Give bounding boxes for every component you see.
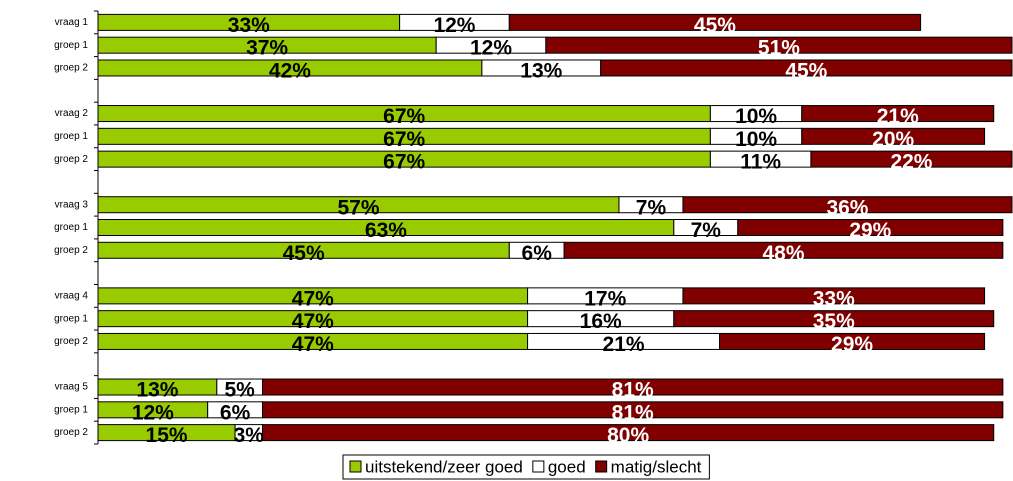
category-label: groep 2 [54,63,88,74]
data-label: 57% [337,196,379,219]
data-label: 36% [826,196,868,219]
bar-segment [810,150,1013,168]
category-label: groep 1 [54,313,88,324]
data-label: 5% [224,379,255,402]
data-label: 17% [584,287,626,310]
data-label: 10% [735,128,777,151]
category-label: groep 1 [54,222,88,233]
bar-segment [600,59,1013,77]
bar-segment [262,378,1004,396]
bar-segment [673,310,995,328]
category-label: groep 1 [54,404,88,415]
bar-segment [545,36,1013,54]
data-label: 33% [813,287,855,310]
data-label: 47% [292,287,334,310]
data-label: 16% [580,310,622,333]
data-label: 29% [849,219,891,242]
category-label: vraag 2 [55,108,89,119]
category-label: groep 1 [54,131,88,142]
legend-swatch [532,460,545,473]
data-label: 80% [607,424,649,447]
data-label: 33% [228,14,270,37]
bar-segment [719,332,986,350]
bar-segment [262,401,1004,419]
legend-label: uitstekend/zeer goed [365,457,523,476]
data-label: 12% [433,14,475,37]
legend-swatch [595,460,608,473]
data-label: 67% [383,151,425,174]
category-label: vraag 4 [55,291,89,302]
bar-segment [508,13,922,31]
data-label: 21% [603,333,645,356]
data-label: 37% [246,37,288,60]
data-label: 22% [890,151,932,174]
data-label: 10% [735,105,777,128]
category-label: groep 2 [54,154,88,165]
data-label: 67% [383,105,425,128]
bar-segment [563,241,1004,259]
data-label: 47% [292,310,334,333]
data-label: 6% [220,401,251,424]
bar-segment [801,127,986,145]
data-label: 21% [877,105,919,128]
data-label: 6% [522,242,553,265]
data-label: 81% [612,379,654,402]
data-label: 29% [831,333,873,356]
bar-segment [682,196,1013,214]
data-label: 13% [136,379,178,402]
bar-segment [262,424,995,442]
category-label: groep 2 [54,245,88,256]
bar-segment [801,105,995,123]
data-label: 20% [872,128,914,151]
legend-label: goed [548,457,586,476]
category-label: groep 1 [54,40,88,51]
legend-label: matig/slecht [611,457,702,476]
data-label: 45% [694,14,736,37]
data-label: 48% [762,242,804,265]
data-label: 45% [785,60,827,83]
data-label: 81% [612,401,654,424]
category-label: vraag 5 [55,382,89,393]
data-label: 67% [383,128,425,151]
data-label: 11% [740,151,781,174]
data-label: 15% [146,424,188,447]
category-label: groep 2 [54,336,88,347]
data-label: 63% [365,219,407,242]
data-label: 42% [269,60,311,83]
data-label: 13% [520,60,562,83]
category-label: vraag 1 [55,17,89,28]
data-label: 12% [470,37,512,60]
legend-swatch [349,460,362,473]
bar-segment [682,287,986,305]
data-label: 7% [691,219,722,242]
data-label: 35% [813,310,855,333]
legend-box [342,454,710,480]
data-label: 47% [292,333,334,356]
data-label: 3% [234,424,265,447]
data-label: 45% [283,242,325,265]
data-label: 51% [758,37,800,60]
category-label: vraag 3 [55,199,89,210]
data-label: 7% [636,196,667,219]
data-label: 12% [132,401,174,424]
bar-segment [737,219,1004,236]
category-label: groep 2 [54,427,88,438]
